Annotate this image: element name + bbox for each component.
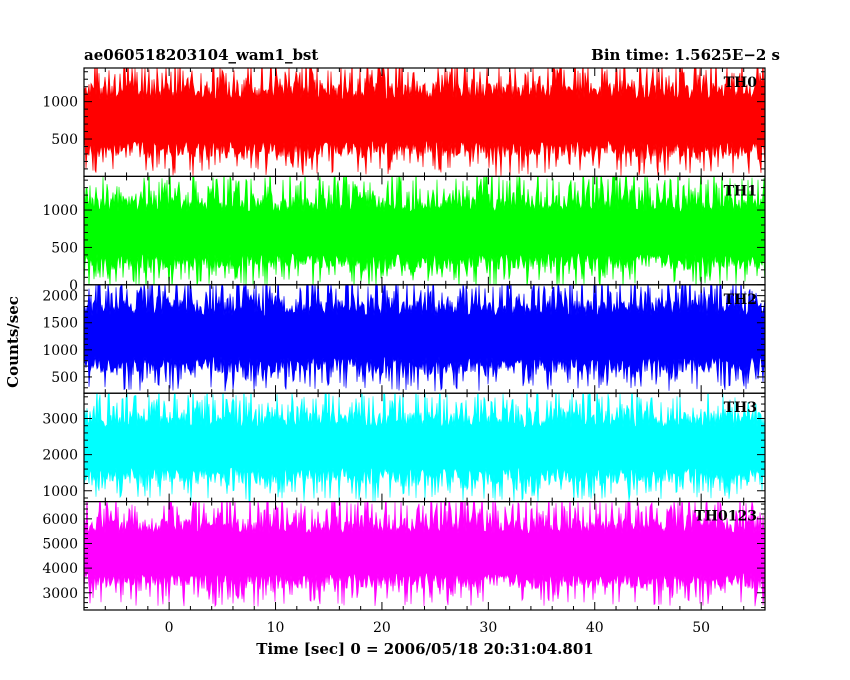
- y-tick-label: 500: [51, 132, 78, 148]
- y-tick-label: 1500: [42, 316, 78, 332]
- panel-th2: 500 1000 1500 2000 TH2: [42, 284, 766, 394]
- y-tick-label: 500: [51, 370, 78, 386]
- panels-group: 500 1000 TH0 0 500 1000 TH1 500 1000 1500 2000 TH2 1…: [42, 67, 766, 611]
- panel-label-th3: TH3: [724, 400, 757, 416]
- chart-title-right: Bin time: 1.5625E−2 s: [591, 46, 780, 64]
- y-tick-label: 1000: [42, 343, 78, 359]
- x-axis-label: Time [sec] 0 = 2006/05/18 20:31:04.801: [256, 640, 593, 658]
- y-tick-label: 0: [69, 278, 78, 294]
- panel-label-th2: TH2: [724, 292, 757, 308]
- series-th0: [84, 68, 765, 177]
- y-tick-label: 4000: [42, 561, 78, 577]
- y-tick-label: 3000: [42, 411, 78, 427]
- y-tick-label: 2000: [42, 448, 78, 464]
- y-tick-label: 1000: [42, 203, 78, 219]
- panel-th3: 1000 2000 3000 TH3: [42, 392, 766, 503]
- panel-label-th0123: TH0123: [694, 509, 757, 525]
- series-th3: [84, 393, 765, 502]
- x-tick-label: 30: [479, 620, 497, 636]
- y-tick-label: 1000: [42, 95, 78, 111]
- x-tick-label: 40: [586, 620, 604, 636]
- y-tick-label: 2000: [42, 289, 78, 305]
- y-tick-label: 1000: [42, 484, 78, 500]
- y-tick-label: 500: [51, 240, 78, 256]
- y-tick-label: 6000: [42, 512, 78, 528]
- panel-th0: 500 1000 TH0: [42, 67, 766, 178]
- y-tick-label: 3000: [42, 586, 78, 602]
- x-tick-label: 10: [267, 620, 285, 636]
- panel-th0123: 3000 4000 5000 6000 TH0123: [42, 501, 766, 611]
- x-tick-label: 50: [692, 620, 710, 636]
- x-tick-label: 20: [373, 620, 391, 636]
- y-tick-label: 5000: [42, 536, 78, 552]
- x-tick-label: 0: [165, 620, 174, 636]
- chart-title-left: ae060518203104_wam1_bst: [84, 46, 318, 64]
- series-th0123: [84, 501, 765, 608]
- series-th2: [84, 284, 765, 392]
- series-th1: [84, 176, 765, 285]
- panel-label-th1: TH1: [724, 183, 757, 199]
- panel-th1: 0 500 1000 TH1: [42, 175, 766, 294]
- y-axis-label: Counts/sec: [4, 296, 22, 388]
- panel-label-th0: TH0: [724, 75, 758, 91]
- x-axis: 0 10 20 30 40 50: [165, 620, 710, 636]
